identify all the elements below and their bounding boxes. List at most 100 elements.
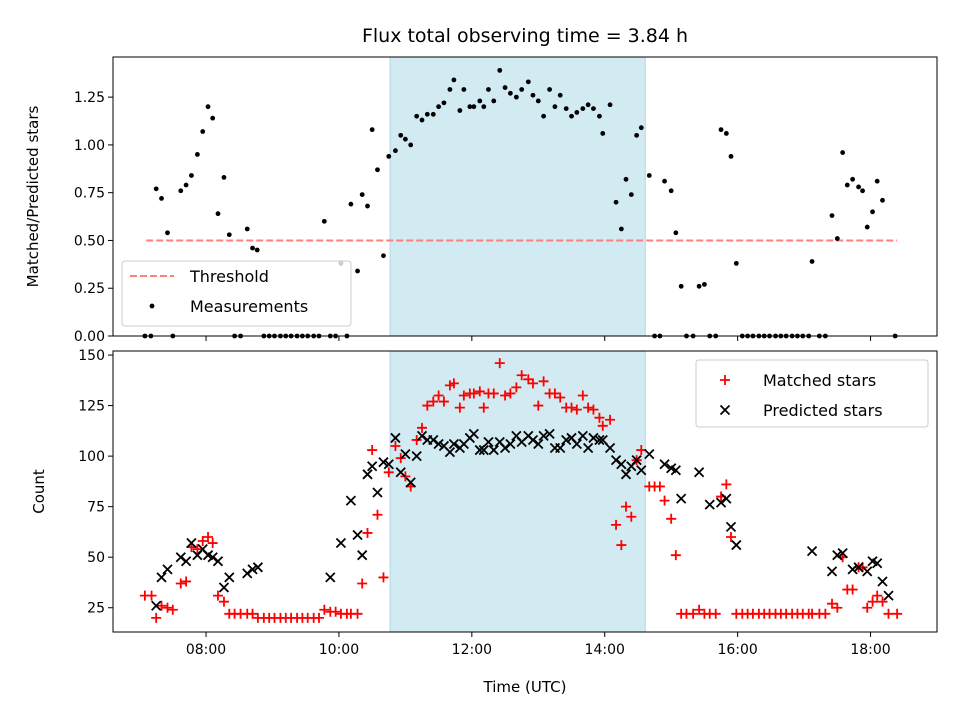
matched-star-point — [827, 598, 838, 609]
matched-star-point — [448, 378, 459, 389]
matched-star-point — [433, 390, 444, 401]
measurement-point — [226, 232, 232, 238]
measurement-point — [557, 92, 563, 98]
matched-star-point — [694, 604, 705, 615]
predicted-star-point — [207, 552, 218, 563]
measurement-point — [402, 136, 408, 142]
predicted-star-point — [372, 487, 383, 498]
bottom-observing-span — [389, 350, 646, 633]
predicted-star-point — [224, 572, 235, 583]
matched-star-point — [626, 511, 637, 522]
top-legend: Threshold Measurements — [121, 260, 352, 327]
measurement-point — [513, 94, 519, 100]
matched-star-point — [549, 388, 560, 399]
predicted-star-point — [352, 529, 363, 541]
predicted-star-point — [357, 550, 368, 561]
predicted-star-point — [395, 467, 406, 478]
bottom-legend: Matched stars Predicted stars — [695, 359, 929, 428]
bottom-y-tick-label: 100 — [78, 449, 105, 465]
predicted-star-point — [362, 469, 373, 480]
predicted-star-point — [242, 568, 253, 579]
matched-star-point — [666, 513, 677, 524]
measurement-point — [547, 87, 552, 92]
matched-star-point — [670, 550, 681, 561]
measurement-point — [574, 110, 580, 115]
predicted-star-point — [468, 428, 479, 440]
bottom-y-tick-label: 75 — [87, 500, 105, 516]
measurement-point — [430, 111, 436, 117]
top-axes-frame — [112, 56, 938, 337]
x-axis-label: Time (UTC) — [483, 678, 567, 696]
matched-star-point — [151, 612, 162, 623]
predicted-star-point — [826, 566, 838, 577]
matched-star-point — [314, 612, 324, 623]
matched-star-point — [820, 608, 831, 619]
measurement-point — [467, 104, 473, 110]
top-y-tick-label: 1.00 — [74, 138, 105, 154]
matched-star-point — [203, 531, 214, 542]
predicted-star-point — [247, 564, 258, 575]
bottom-axes-frame — [112, 350, 938, 633]
measurement-point — [250, 245, 255, 251]
measurement-point — [393, 148, 398, 154]
predicted-star-point — [659, 459, 670, 470]
measurement-point — [189, 173, 194, 178]
predicted-star-point — [383, 459, 394, 470]
matched-star-point — [156, 600, 167, 611]
measurement-point — [702, 282, 707, 287]
matched-star-point — [438, 396, 449, 407]
measurement-point — [519, 87, 525, 92]
matched-star-point — [832, 602, 843, 613]
measurement-point — [834, 236, 840, 241]
matched-star-point — [357, 578, 368, 589]
matched-star-point — [611, 519, 622, 530]
matched-star-point — [867, 596, 878, 607]
measurement-point — [424, 111, 430, 117]
measurement-point — [525, 79, 531, 85]
matched-star-point — [588, 404, 599, 415]
measurement-point — [607, 102, 613, 108]
predicted-star-point — [252, 562, 264, 573]
predicted-star-point — [636, 465, 647, 476]
measurement-point — [668, 188, 674, 194]
matched-star-point — [527, 378, 538, 389]
measurement-point — [381, 253, 386, 259]
predicted-star-point — [837, 548, 848, 559]
bottom-panel-ylabel: Count — [30, 469, 48, 514]
legend-predicted-label: Predicted stars — [763, 401, 883, 420]
measurement-point — [348, 201, 354, 207]
measurement-point — [408, 142, 414, 148]
measurement-point — [205, 104, 211, 110]
measurement-point — [386, 153, 392, 159]
top-observing-span — [389, 56, 646, 337]
predicted-star-point — [378, 457, 389, 468]
predicted-star-point — [533, 438, 544, 450]
matched-star-point — [511, 382, 522, 393]
matched-star-point — [488, 388, 499, 399]
measurement-point — [165, 230, 170, 236]
matched-star-point — [659, 495, 670, 506]
measurement-point — [874, 178, 880, 184]
matched-star-point — [362, 527, 373, 538]
matched-star-point — [621, 501, 632, 512]
bottom-y-tick-label: 150 — [78, 348, 105, 364]
measurement-point — [844, 182, 850, 188]
matched-star-point — [883, 608, 894, 619]
measurement-point — [580, 106, 586, 111]
predicted-star-point — [218, 582, 230, 593]
measurement-point — [153, 186, 159, 192]
matched-star-point — [383, 467, 394, 478]
matched-star-point — [583, 402, 594, 413]
matched-star-point — [352, 608, 363, 619]
matched-star-point — [594, 412, 605, 423]
chart-title: Flux total observing time = 3.84 h — [362, 25, 688, 47]
measurement-point — [221, 174, 227, 180]
matched-star-point — [372, 509, 383, 520]
x-tick-label: 12:00 — [452, 642, 492, 658]
measurement-point — [419, 117, 425, 123]
predicted-star-point — [390, 432, 401, 444]
matched-star-point — [616, 540, 627, 551]
predicted-star-point — [571, 438, 582, 450]
measurement-point — [673, 230, 679, 236]
matched-star-point — [367, 445, 378, 456]
